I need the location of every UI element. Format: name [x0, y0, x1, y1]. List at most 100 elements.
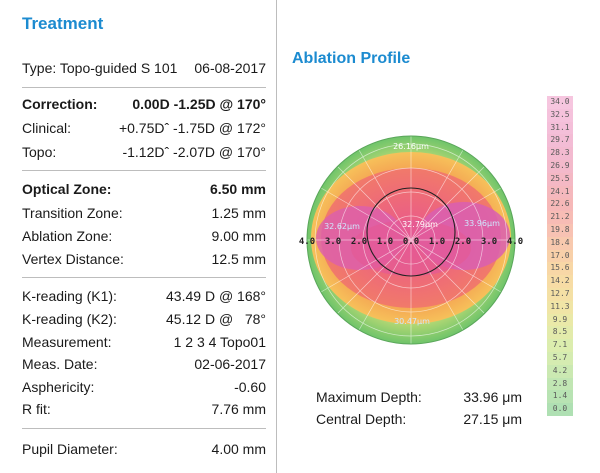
central-depth-value: 27.15 μm [463, 411, 522, 427]
max-depth-value: 33.96 μm [463, 389, 522, 405]
scale-cell: 28.3 [547, 147, 573, 160]
asphericity-label: Asphericity: [22, 379, 95, 395]
clinical-label: Clinical: [22, 120, 72, 136]
correction-value: 0.00D -1.25D @ 170° [132, 96, 266, 112]
scale-cell: 9.9 [547, 313, 573, 327]
meas-date-row: Meas. Date: 02-06-2017 [22, 354, 266, 374]
bottom-depth-label: 30.47µm [394, 317, 430, 326]
scale-cell: 14.2 [547, 275, 573, 288]
right-depth-label: 33.96µm [464, 219, 500, 228]
scale-cell: 2.8 [547, 377, 573, 391]
depth-color-scale: 34.0 32.5 31.1 29.7 28.3 26.9 25.5 24.1 22.6 21.2… [547, 96, 573, 416]
panel-divider [276, 0, 277, 473]
k2-row: K-reading (K2): 45.12 D @ 78° [22, 309, 266, 329]
correction-row: Correction: 0.00D -1.25D @ 170° [22, 94, 266, 114]
optical-zone-row: Optical Zone: 6.50 mm [22, 179, 266, 199]
topo-row: Topo: -1.12Dˆ -2.07D @ 170° [22, 142, 266, 162]
scale-cell: 25.5 [547, 172, 573, 186]
map-outer-ring [306, 135, 516, 345]
center-depth-label: 32.79µm [402, 220, 438, 229]
k1-value: 43.49 D @ 168° [166, 288, 266, 304]
central-depth-label: Central Depth: [316, 411, 407, 427]
ablation-map: 26.16µm 32.79µm 32.62µm 33.96µm 30.47µm … [299, 135, 523, 345]
transition-zone-label: Transition Zone: [22, 205, 123, 221]
asphericity-row: Asphericity: -0.60 [22, 377, 266, 397]
treatment-panel: Treatment Type: Topo-guided S 101 06-08-… [0, 0, 276, 473]
axis-tick: 1.0 [429, 237, 445, 247]
transition-zone-value: 1.25 mm [211, 205, 266, 221]
measurement-label: Measurement: [22, 334, 112, 350]
pupil-diameter-value: 4.00 mm [211, 441, 266, 457]
scale-cell: 26.9 [547, 159, 573, 173]
vertex-distance-row: Vertex Distance: 12.5 mm [22, 249, 266, 269]
meas-date-value: 02-06-2017 [194, 356, 266, 372]
measurement-value: 1 2 3 4 Topo01 [173, 334, 266, 350]
scale-cell: 18.4 [547, 236, 573, 250]
type-label: Type: Topo-guided S 101 [22, 60, 178, 76]
scale-cell: 31.1 [547, 121, 573, 135]
scale-cell: 32.5 [547, 108, 573, 122]
type-row: Type: Topo-guided S 101 06-08-2017 [22, 58, 266, 78]
topo-label: Topo: [22, 144, 57, 160]
treatment-date: 06-08-2017 [194, 60, 266, 76]
scale-cell: 8.5 [547, 326, 573, 340]
ablation-profile-title: Ablation Profile [292, 50, 411, 67]
scale-cell: 22.6 [547, 198, 573, 212]
axis-tick: 0.0 [403, 237, 419, 247]
scale-cell: 34.0 [547, 96, 573, 109]
pupil-circle [366, 187, 456, 277]
axis-tick: 3.0 [325, 237, 341, 247]
divider [22, 428, 266, 429]
axis-tick: 2.0 [455, 237, 471, 247]
k2-label: K-reading (K2): [22, 311, 117, 327]
asphericity-value: -0.60 [234, 379, 266, 395]
transition-zone-row: Transition Zone: 1.25 mm [22, 203, 266, 223]
scale-cell: 0.0 [547, 403, 573, 416]
divider [22, 277, 266, 278]
optical-zone-label: Optical Zone: [22, 181, 112, 197]
clinical-row: Clinical: +0.75Dˆ -1.75D @ 172° [22, 118, 266, 138]
max-depth-label: Maximum Depth: [316, 389, 422, 405]
scale-cell: 5.7 [547, 351, 573, 365]
axis-tick: 4.0 [507, 237, 523, 247]
pupil-diameter-label: Pupil Diameter: [22, 441, 118, 457]
polar-grid [307, 136, 515, 344]
scale-cell: 11.3 [547, 300, 573, 314]
k1-label: K-reading (K1): [22, 288, 117, 304]
k2-value: 45.12 D @ 78° [166, 311, 266, 327]
optical-zone-value: 6.50 mm [209, 181, 266, 197]
scale-cell: 4.2 [547, 364, 573, 378]
divider [22, 87, 266, 88]
measurement-row: Measurement: 1 2 3 4 Topo01 [22, 332, 266, 352]
scale-cell: 15.6 [547, 262, 573, 276]
scale-cell: 29.7 [547, 134, 573, 148]
scale-cell: 21.2 [547, 211, 573, 224]
scale-cell: 1.4 [547, 390, 573, 404]
clinical-value: +0.75Dˆ -1.75D @ 172° [118, 120, 266, 136]
max-depth-row: Maximum Depth: 33.96 μm [316, 387, 522, 407]
axis-tick: 2.0 [351, 237, 367, 247]
ablation-zone-label: Ablation Zone: [22, 228, 113, 244]
meas-date-label: Meas. Date: [22, 356, 98, 372]
left-depth-label: 32.62µm [324, 222, 360, 231]
r-fit-row: R fit: 7.76 mm [22, 399, 266, 419]
top-depth-label: 26.16µm [393, 142, 429, 151]
scale-cell: 24.1 [547, 185, 573, 199]
scale-cell: 7.1 [547, 339, 573, 352]
pupil-diameter-row: Pupil Diameter: 4.00 mm [22, 439, 266, 459]
scale-cell: 17.0 [547, 249, 573, 263]
vertex-distance-label: Vertex Distance: [22, 251, 124, 267]
axis-tick-labels: 4.0 3.0 2.0 1.0 0.0 1.0 2.0 3.0 4.0 [299, 237, 523, 247]
axis-tick: 1.0 [377, 237, 393, 247]
correction-label: Correction: [22, 96, 98, 112]
scale-cell: 12.7 [547, 287, 573, 301]
axis-tick: 4.0 [299, 237, 315, 247]
ablation-zone-row: Ablation Zone: 9.00 mm [22, 226, 266, 246]
treatment-title: Treatment [22, 14, 104, 33]
k1-row: K-reading (K1): 43.49 D @ 168° [22, 286, 266, 306]
topo-value: -1.12Dˆ -2.07D @ 170° [122, 144, 266, 160]
axis-tick: 3.0 [481, 237, 497, 247]
ablation-zone-value: 9.00 mm [211, 228, 266, 244]
vertex-distance-value: 12.5 mm [211, 251, 266, 267]
scale-cell: 19.8 [547, 223, 573, 237]
